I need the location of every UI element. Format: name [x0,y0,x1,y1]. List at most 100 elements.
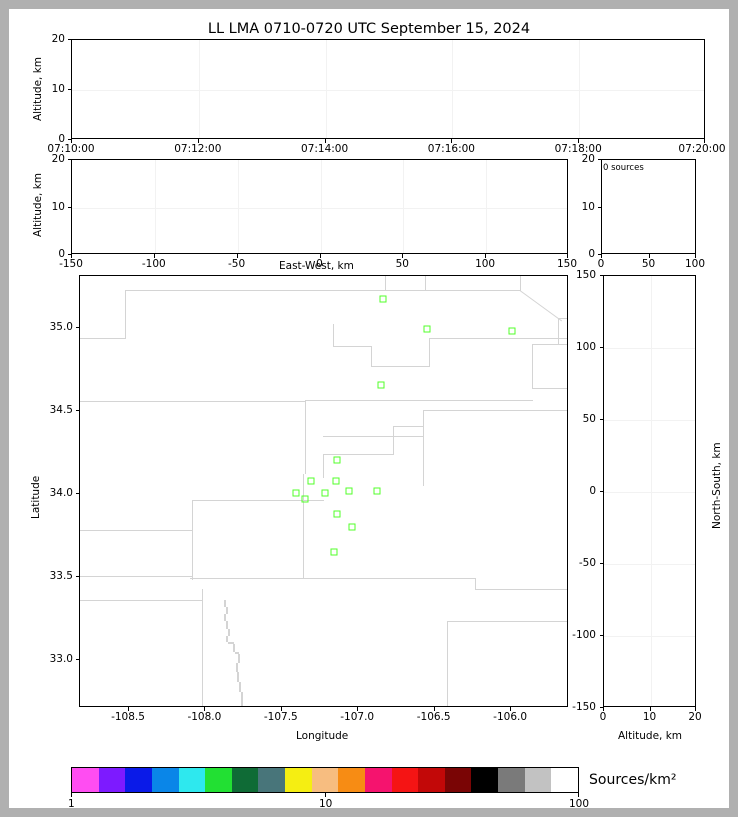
y-tick-label: 33.0 [49,652,73,665]
boundary-line [125,290,126,338]
y-tick-label: 33.5 [49,569,73,582]
y-tick-label: 0 [589,484,596,497]
axis-tick [599,491,603,492]
source-marker [333,510,341,518]
river-boundary-line [226,607,228,614]
plan-view-map-panel[interactable] [79,275,568,707]
axis-tick [153,254,155,258]
colorbar-tick-label: 1 [68,798,75,810]
river-boundary-line [224,614,226,621]
axis-tick [236,254,238,258]
axis-tick [599,419,603,420]
axis-tick [75,410,79,411]
river-boundary-line [239,682,241,692]
time-panel-ylabel: Altitude, km [32,56,44,121]
y-tick-label: -150 [572,700,596,713]
axis-tick [324,139,326,143]
colorbar-segment [338,768,365,792]
colorbar-tick [325,793,326,797]
boundary-line [423,411,424,437]
gridline [604,420,695,421]
river-boundary-line [241,692,243,706]
x-tick-label: 07:20:00 [678,143,726,155]
boundary-line [393,426,424,427]
boundary-line [80,401,305,402]
x-tick-label: 10 [642,711,657,723]
x-tick-label: -107.5 [263,711,298,723]
x-tick-label: -150 [59,258,83,270]
gridline [403,160,405,253]
ew-panel-ylabel: Altitude, km [32,172,44,237]
boundary-line [80,530,192,531]
boundary-line [393,426,394,454]
river-boundary-line [238,654,240,663]
boundary-line [425,290,520,291]
y-tick-label: 100 [575,340,596,353]
river-boundary-line [233,644,235,652]
axis-tick [695,707,696,711]
north-south-height-panel[interactable] [603,275,696,707]
east-west-height-panel[interactable] [71,159,568,254]
y-tick-label: 10 [51,82,65,95]
axis-tick [75,659,79,660]
gridline [72,207,567,209]
gridline [72,90,704,91]
source-marker [345,487,353,495]
axis-tick [204,707,206,711]
y-tick-label: 20 [51,152,65,165]
colorbar-segment [98,768,126,792]
boundary-line [385,290,425,291]
boundary-line [192,500,193,580]
axis-tick [578,139,580,143]
x-tick-label: 150 [556,258,578,270]
boundary-line [323,454,394,455]
river-boundary-line [237,672,239,682]
figure-canvas: LL LMA 0710-0720 UTC September 15, 2024 … [9,9,729,810]
boundary-line [80,600,202,601]
boundary-line [520,276,521,291]
source-marker [292,489,300,497]
axis-tick [280,707,282,711]
ns-panel-xlabel: Altitude, km [618,730,683,742]
time-height-panel[interactable] [71,39,705,139]
boundary-line [333,346,371,347]
map-content [80,276,567,706]
axis-tick [67,206,71,208]
axis-tick [451,139,453,143]
y-tick-label: 34.0 [49,486,73,499]
x-tick-label: -50 [228,258,246,270]
y-tick-label: 20 [581,152,595,165]
river-boundary-line [236,663,238,672]
axis-tick [357,707,359,711]
colorbar-segment [178,768,206,792]
gridline [650,276,652,706]
river-boundary-line [228,629,230,636]
x-tick-label: 50 [641,258,656,270]
axis-tick [649,707,651,711]
source-marker [373,487,381,495]
colorbar-tick-label: 100 [569,798,590,810]
x-tick-label: 20 [688,711,702,723]
boundary-line [558,318,567,319]
boundary-line [80,576,193,577]
boundary-line [305,401,306,474]
river-boundary-line [228,642,234,644]
gridline [154,160,156,253]
axis-tick [67,139,71,140]
boundary-line [125,290,385,291]
colorbar-tick-label: 10 [319,798,333,810]
river-boundary-line [224,600,226,607]
altitude-histogram-panel[interactable] [601,159,696,254]
y-tick-label: 50 [582,412,596,425]
sources-density-colorbar[interactable] [71,767,579,793]
gridline [198,40,200,138]
axis-tick [402,254,404,258]
source-marker [377,381,385,389]
boundary-line [303,474,304,578]
x-tick-label: 07:18:00 [554,143,602,155]
axis-tick [648,254,650,258]
source-marker [379,295,387,303]
boundary-line [202,589,203,706]
x-tick-label: 07:14:00 [301,143,349,155]
colorbar-segment [391,768,419,792]
